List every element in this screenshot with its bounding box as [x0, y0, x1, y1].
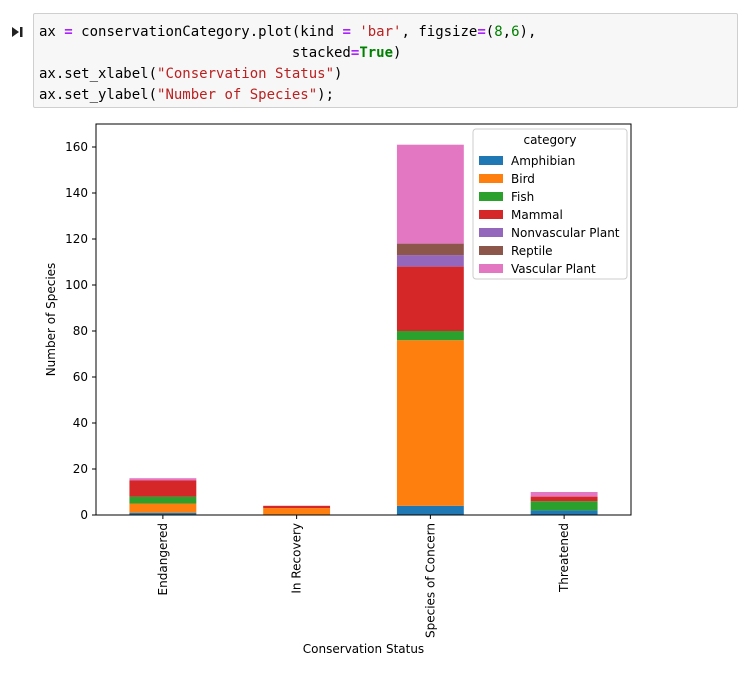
bar-segment	[396, 340, 464, 506]
bar-segment	[530, 496, 598, 502]
y-tick-label: 140	[65, 186, 88, 200]
code-token: ),	[519, 24, 537, 40]
y-axis-label: Number of Species	[44, 263, 58, 377]
legend-entry-label: Nonvascular Plant	[511, 226, 620, 240]
legend-swatch	[479, 228, 503, 237]
code-token: ax.set_xlabel(	[39, 66, 158, 82]
code-token: True	[359, 45, 394, 61]
bar-segment	[129, 512, 197, 515]
y-tick-label: 160	[65, 140, 88, 154]
legend-entry-label: Mammal	[511, 208, 563, 222]
code-token: 6	[511, 24, 520, 40]
legend-swatch	[479, 210, 503, 219]
cell-output: 0 20 40 60 80 100 120 140 160 Endangered In Recove…	[0, 115, 740, 674]
bar-segment	[129, 480, 197, 497]
legend-swatch	[479, 174, 503, 183]
code-editor[interactable]: ax = conservationCategory.plot(kind = 'b…	[39, 22, 536, 106]
code-token: "Number of Species"	[157, 87, 318, 103]
run-cell-icon[interactable]	[10, 24, 24, 38]
code-token: ,	[502, 24, 512, 40]
code-token: =	[342, 24, 351, 40]
legend-entry-label: Amphibian	[511, 154, 575, 168]
bar-segment	[396, 505, 464, 515]
code-line: ax.set_ylabel("Number of Species");	[39, 87, 334, 103]
code-token: , figsize	[401, 24, 478, 40]
bar-segment	[396, 243, 464, 256]
code-cell-input[interactable]: ax = conservationCategory.plot(kind = 'b…	[33, 13, 738, 108]
code-token: =	[64, 24, 73, 40]
y-tick-label: 20	[73, 462, 88, 476]
legend-entry-label: Fish	[511, 190, 534, 204]
code-token: conservationCategory.plot(kind	[72, 24, 343, 40]
x-tick-label: In Recovery	[290, 523, 304, 594]
x-tick-label: Threatened	[557, 523, 571, 593]
bar-segment	[396, 144, 464, 244]
bar-segment	[129, 496, 197, 504]
legend-swatch	[479, 246, 503, 255]
code-token: 'bar'	[359, 24, 402, 40]
code-token: )	[393, 45, 402, 61]
y-tick-label: 80	[73, 324, 88, 338]
y-tick-label: 60	[73, 370, 88, 384]
code-token: =	[350, 45, 360, 61]
x-axis-label: Conservation Status	[303, 642, 424, 656]
legend-swatch	[479, 264, 503, 273]
code-line: ax = conservationCategory.plot(kind = 'b…	[39, 24, 536, 40]
code-token: stacked	[39, 45, 351, 61]
plot-frame	[95, 123, 632, 516]
legend-entry-label: Bird	[511, 172, 535, 186]
code-line: ax.set_xlabel("Conservation Status")	[39, 66, 342, 82]
y-tick-label: 100	[65, 278, 88, 292]
bar-segment	[263, 508, 331, 515]
bar-segment	[530, 492, 598, 497]
code-token: "Conservation Status"	[157, 66, 335, 82]
x-tick-label: Species of Concern	[423, 523, 437, 638]
legend-swatch	[479, 156, 503, 165]
legend-title: category	[523, 133, 576, 147]
legend-entry-label: Reptile	[511, 244, 553, 258]
bar-segment	[396, 266, 464, 331]
code-token: );	[317, 87, 335, 103]
bar-segment	[396, 331, 464, 341]
bar-segment	[530, 510, 598, 515]
code-token: ax.set_ylabel(	[39, 87, 158, 103]
bar-segment	[263, 505, 331, 509]
code-token: =	[477, 24, 486, 40]
y-tick-label: 40	[73, 416, 88, 430]
legend-entry-label: Vascular Plant	[511, 262, 596, 276]
y-tick-label: 120	[65, 232, 88, 246]
code-token: ax	[39, 24, 65, 40]
y-tick-label: 0	[80, 508, 88, 522]
bar-segment	[129, 478, 197, 481]
bar-segment	[530, 501, 598, 511]
bar-segment	[396, 255, 464, 267]
code-token: )	[334, 66, 343, 82]
legend: category Amphibian Bird Fish Mammal Nonvascul…	[472, 128, 628, 280]
legend-swatch	[479, 192, 503, 201]
bar-segment	[129, 503, 197, 513]
legend-box	[472, 128, 628, 280]
stacked-bar-chart: 0 20 40 60 80 100 120 140 160 Endangered In Recove…	[44, 123, 632, 656]
code-line: stacked=True)	[39, 45, 402, 61]
code-token: 8	[494, 24, 503, 40]
code-token: (	[485, 24, 495, 40]
x-tick-label: Endangered	[156, 523, 170, 595]
